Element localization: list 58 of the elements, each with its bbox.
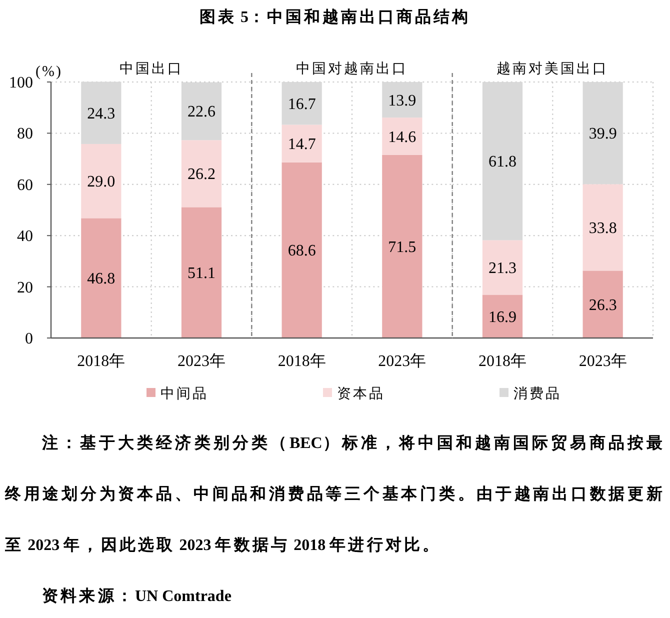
x-tick-label: 2018年 xyxy=(77,353,126,370)
bar xyxy=(482,240,523,295)
x-tick-label: 2023年 xyxy=(378,353,426,370)
bar xyxy=(282,82,322,125)
bar xyxy=(482,294,523,338)
data-label: 16.7 xyxy=(288,96,316,113)
data-label: 22.6 xyxy=(188,104,216,121)
y-tick-label: 40 xyxy=(17,228,33,246)
data-label: 14.6 xyxy=(388,128,416,146)
bar xyxy=(282,162,322,338)
data-label: 51.1 xyxy=(188,265,216,282)
data-label: 68.6 xyxy=(288,242,316,260)
bar xyxy=(582,184,623,271)
bar xyxy=(382,154,422,338)
text: 图表 5：中国和越南出口商品结构 xyxy=(198,7,472,28)
bar xyxy=(81,218,122,338)
data-label: 26.3 xyxy=(588,296,617,314)
data-label: 61.8 xyxy=(488,154,516,171)
y-tick-label: 60 xyxy=(17,176,33,194)
data-label: 46.8 xyxy=(87,270,116,288)
y-tick-label: 0 xyxy=(25,330,33,348)
data-label: 29.0 xyxy=(87,174,116,191)
data-label: 21.3 xyxy=(488,260,516,277)
y-tick-label: 20 xyxy=(17,279,33,296)
data-label: 33.8 xyxy=(588,220,617,237)
bar xyxy=(181,140,222,208)
text: 注：基于大类经济类别分类（BEC）标准，将中国和越南国际贸易商品按最终用途划分为资本品、中间品和消费品等三个基本门类。由于越南出口数据更新至 2023 年，因此选取 2023 年数据与 2018 年进行对比。 xyxy=(5,435,665,554)
bar xyxy=(582,270,623,338)
bar xyxy=(382,118,422,155)
data-label: 24.3 xyxy=(87,105,116,122)
bar xyxy=(582,82,623,184)
legend-label: 中间品 xyxy=(160,386,208,402)
data-label: 16.9 xyxy=(488,308,516,326)
legend-label: 资本品 xyxy=(337,386,385,402)
data-label: 71.5 xyxy=(388,238,416,256)
bar xyxy=(382,82,422,118)
chart-title: 越南对美国出口 xyxy=(496,61,609,77)
x-tick-label: 2018年 xyxy=(278,353,326,370)
data-label: 14.7 xyxy=(288,136,316,154)
bar xyxy=(81,82,122,144)
bar xyxy=(482,82,523,240)
y-tick-label: 80 xyxy=(17,126,33,143)
y-axis-title: (%) xyxy=(36,64,62,80)
chart-title: 中国出口 xyxy=(119,61,184,77)
x-tick-label: 2018年 xyxy=(478,353,526,370)
bar xyxy=(181,207,222,338)
data-label: 26.2 xyxy=(188,166,216,184)
bar xyxy=(282,124,322,162)
legend-label: 消费品 xyxy=(514,386,562,402)
bar xyxy=(181,82,222,140)
data-label: 39.9 xyxy=(588,126,617,143)
bar xyxy=(81,144,122,218)
chart-title: 中国对越南出口 xyxy=(296,61,408,77)
data-label: 13.9 xyxy=(388,92,416,110)
y-tick-label: 100 xyxy=(9,74,33,92)
x-tick-label: 2023年 xyxy=(178,353,226,370)
text: 资料来源：UN Comtrade xyxy=(41,586,232,607)
x-tick-label: 2023年 xyxy=(578,353,627,370)
